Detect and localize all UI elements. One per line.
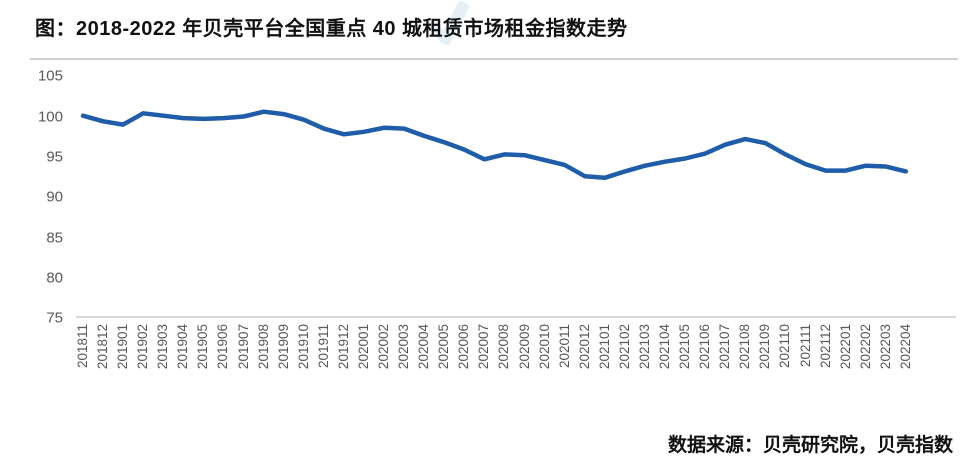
- rent-index-series-line: [80, 109, 909, 181]
- chart-title: 图：2018-2022 年贝壳平台全国重点 40 城租赁市场租金指数走势: [35, 18, 628, 40]
- y-axis-tick-label: 85: [46, 229, 63, 247]
- y-axis-tick-label: 95: [46, 148, 63, 166]
- y-axis-tick-label: 80: [46, 269, 63, 287]
- y-axis-tick-label: 105: [37, 67, 63, 85]
- y-axis-tick-label: 75: [46, 309, 63, 327]
- y-axis-tick-label: 90: [46, 188, 63, 206]
- data-source-note: 数据来源：贝壳研究院，贝壳指数: [667, 435, 953, 456]
- y-axis-tick-label: 100: [37, 108, 63, 125]
- title-separator-line: [30, 58, 958, 60]
